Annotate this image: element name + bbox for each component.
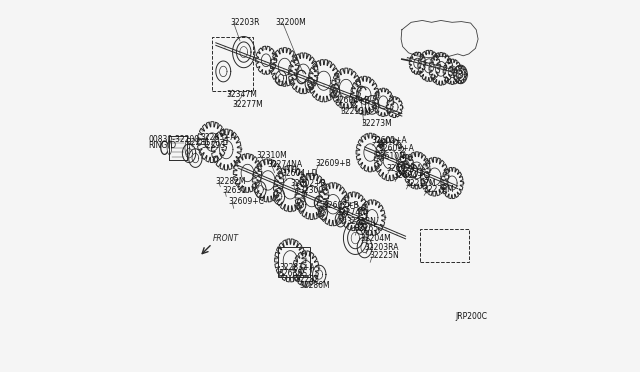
Text: 32273M: 32273M (361, 119, 392, 128)
Text: 32203RA: 32203RA (365, 243, 399, 252)
Text: 32274NA: 32274NA (267, 160, 302, 169)
Text: 32265: 32265 (354, 224, 378, 233)
Text: 32293: 32293 (201, 141, 225, 150)
Text: 32200M: 32200M (275, 18, 306, 27)
Text: 32604+B: 32604+B (335, 96, 371, 105)
Text: 32225N: 32225N (369, 251, 399, 260)
Bar (212, 37, 253, 91)
Text: 32630S: 32630S (278, 269, 307, 278)
Bar (278, 247, 310, 277)
Text: 32217M: 32217M (406, 179, 436, 187)
Text: 32631: 32631 (222, 186, 246, 195)
Text: 32282M: 32282M (216, 177, 246, 186)
Text: 32283+A: 32283+A (200, 133, 236, 142)
Text: 00830-32200: 00830-32200 (148, 135, 199, 144)
Text: 32609+B: 32609+B (316, 159, 351, 168)
Text: FRONT: FRONT (213, 234, 239, 243)
Text: 32602+A: 32602+A (371, 136, 406, 145)
Text: JRP200C: JRP200C (456, 312, 488, 321)
Text: 32276M: 32276M (424, 185, 454, 194)
Text: 32277M: 32277M (232, 100, 263, 109)
Text: 32604+D: 32604+D (281, 169, 317, 178)
Text: RING(D: RING(D (148, 141, 176, 150)
Text: 32604+C: 32604+C (394, 171, 429, 180)
Text: 32602+A: 32602+A (386, 164, 422, 173)
Text: 32609+A: 32609+A (379, 144, 415, 153)
Text: 32203R: 32203R (231, 18, 260, 27)
Text: 32609+C: 32609+C (229, 197, 265, 206)
Text: 32274N: 32274N (337, 208, 366, 217)
Text: 32204M: 32204M (360, 234, 391, 243)
Text: 32610N: 32610N (375, 153, 405, 161)
Text: 32300: 32300 (300, 186, 324, 195)
Text: 32310M: 32310M (257, 151, 287, 160)
Text: 32286M: 32286M (300, 281, 330, 290)
Text: 32313N: 32313N (346, 217, 376, 226)
Text: 32283: 32283 (296, 275, 320, 284)
Text: 32281: 32281 (186, 138, 210, 147)
Text: 32213M: 32213M (340, 107, 371, 116)
Text: 32347M: 32347M (227, 90, 257, 99)
Bar (420, 229, 468, 262)
Text: 32602+B: 32602+B (291, 179, 326, 187)
Text: 32602+B: 32602+B (324, 201, 359, 210)
Text: 32283+A: 32283+A (279, 263, 315, 272)
